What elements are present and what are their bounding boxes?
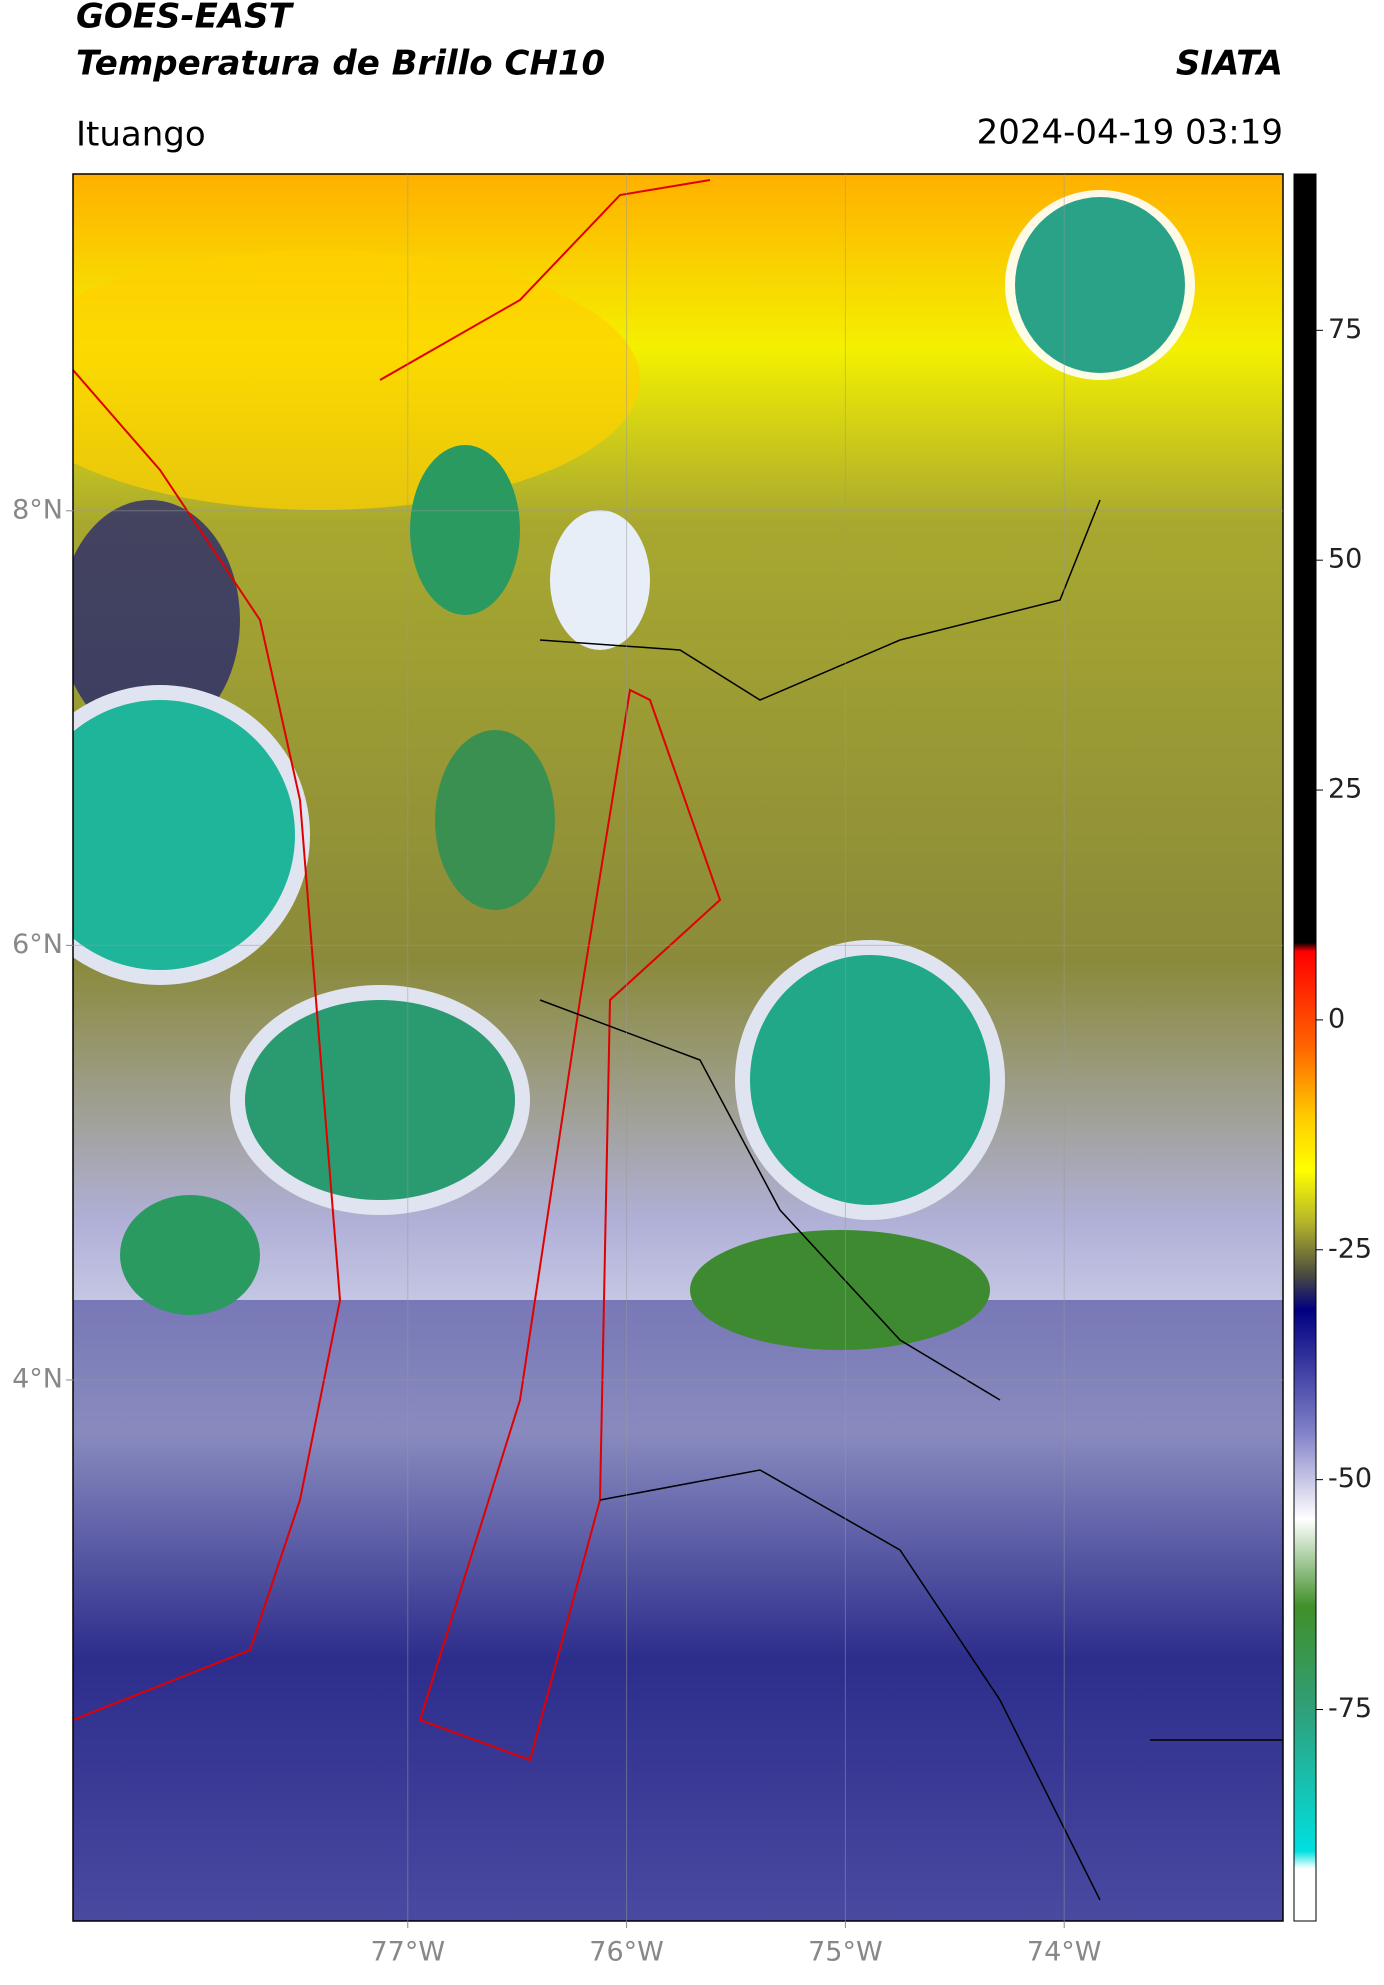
y-tick-label: 6°N bbox=[12, 929, 63, 960]
source: SIATA bbox=[1176, 44, 1283, 84]
x-tick-label: 75°W bbox=[808, 1937, 883, 1968]
location: Ituango bbox=[76, 115, 206, 155]
satellite-image bbox=[73, 174, 1283, 1921]
colorbar-tick-label: 25 bbox=[1328, 774, 1362, 805]
colorbar-tick-label: 0 bbox=[1328, 1003, 1345, 1034]
x-tick-label: 76°W bbox=[589, 1937, 664, 1968]
x-tick-label: 77°W bbox=[370, 1937, 445, 1968]
colorbar-tick-label: 50 bbox=[1328, 544, 1362, 575]
colorbar bbox=[1293, 173, 1317, 1922]
colorbar-tick-label: 75 bbox=[1328, 314, 1362, 345]
y-tick-label: 8°N bbox=[12, 494, 63, 525]
map-frame bbox=[72, 173, 1284, 1922]
title: GOES-EAST bbox=[76, 0, 295, 37]
colorbar-tick-label: -25 bbox=[1328, 1233, 1372, 1264]
x-tick-label: 74°W bbox=[1027, 1937, 1102, 1968]
colorbar-tick-label: -50 bbox=[1328, 1463, 1372, 1494]
colorbar-tick-label: -75 bbox=[1328, 1693, 1372, 1724]
datetime: 2024-04-19 03:19 bbox=[977, 113, 1283, 153]
subtitle: Temperatura de Brillo CH10 bbox=[76, 44, 605, 84]
y-tick-label: 4°N bbox=[12, 1363, 63, 1394]
